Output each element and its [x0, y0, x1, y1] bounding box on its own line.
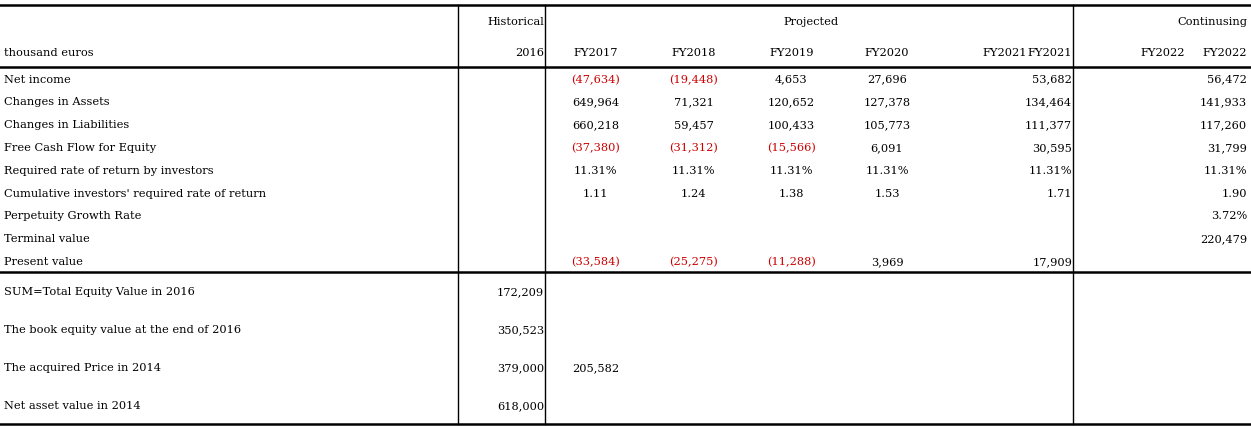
Text: 100,433: 100,433 — [768, 120, 814, 130]
Text: 111,377: 111,377 — [1025, 120, 1072, 130]
Text: 127,378: 127,378 — [863, 97, 911, 107]
Text: 11.31%: 11.31% — [1028, 165, 1072, 176]
Text: 141,933: 141,933 — [1200, 97, 1247, 107]
Text: Historical: Historical — [488, 17, 544, 27]
Text: 3.72%: 3.72% — [1211, 211, 1247, 221]
Text: 59,457: 59,457 — [674, 120, 713, 130]
Text: Required rate of return by investors: Required rate of return by investors — [4, 165, 214, 176]
Text: 11.31%: 11.31% — [866, 165, 908, 176]
Text: 3,969: 3,969 — [871, 256, 903, 266]
Text: 1.53: 1.53 — [874, 188, 899, 198]
Text: 56,472: 56,472 — [1207, 75, 1247, 84]
Text: 53,682: 53,682 — [1032, 75, 1072, 84]
Text: 71,321: 71,321 — [674, 97, 713, 107]
Text: 105,773: 105,773 — [863, 120, 911, 130]
Text: 1.38: 1.38 — [778, 188, 804, 198]
Text: (19,448): (19,448) — [669, 75, 718, 85]
Text: Present value: Present value — [4, 256, 83, 266]
Text: 11.31%: 11.31% — [672, 165, 716, 176]
Text: FY2017: FY2017 — [573, 48, 618, 58]
Text: FY2018: FY2018 — [672, 48, 716, 58]
Text: 31,799: 31,799 — [1207, 143, 1247, 153]
Text: 1.90: 1.90 — [1222, 188, 1247, 198]
Text: Terminal value: Terminal value — [4, 233, 90, 244]
Text: thousand euros: thousand euros — [4, 48, 94, 58]
Text: 2016: 2016 — [515, 48, 544, 58]
Text: Changes in Liabilities: Changes in Liabilities — [4, 120, 129, 130]
Text: 220,479: 220,479 — [1200, 233, 1247, 244]
Text: 4,653: 4,653 — [774, 75, 808, 84]
Text: The book equity value at the end of 2016: The book equity value at the end of 2016 — [4, 324, 241, 334]
Text: 30,595: 30,595 — [1032, 143, 1072, 153]
Text: 1.71: 1.71 — [1047, 188, 1072, 198]
Text: (11,288): (11,288) — [767, 256, 816, 266]
Text: (25,275): (25,275) — [669, 256, 718, 266]
Text: 618,000: 618,000 — [497, 400, 544, 410]
Text: (37,380): (37,380) — [570, 143, 620, 153]
Text: 17,909: 17,909 — [1032, 256, 1072, 266]
Text: FY2021: FY2021 — [1027, 48, 1072, 58]
Text: Cumulative investors' required rate of return: Cumulative investors' required rate of r… — [4, 188, 266, 198]
Text: Free Cash Flow for Equity: Free Cash Flow for Equity — [4, 143, 156, 153]
Text: FY2020: FY2020 — [864, 48, 909, 58]
Text: 172,209: 172,209 — [497, 287, 544, 296]
Text: Changes in Assets: Changes in Assets — [4, 97, 109, 107]
Text: 205,582: 205,582 — [572, 362, 619, 372]
Text: 117,260: 117,260 — [1200, 120, 1247, 130]
Text: FY2022: FY2022 — [1202, 48, 1247, 58]
Text: 379,000: 379,000 — [497, 362, 544, 372]
Text: 1.24: 1.24 — [681, 188, 707, 198]
Text: Net income: Net income — [4, 75, 70, 84]
Text: FY2019: FY2019 — [769, 48, 813, 58]
Text: Perpetuity Growth Rate: Perpetuity Growth Rate — [4, 211, 141, 221]
Text: 11.31%: 11.31% — [1203, 165, 1247, 176]
Text: 6,091: 6,091 — [871, 143, 903, 153]
Text: SUM=Total Equity Value in 2016: SUM=Total Equity Value in 2016 — [4, 287, 195, 296]
Text: Net asset value in 2014: Net asset value in 2014 — [4, 400, 140, 410]
Text: 1.11: 1.11 — [583, 188, 608, 198]
Text: 649,964: 649,964 — [572, 97, 619, 107]
Text: 11.31%: 11.31% — [574, 165, 617, 176]
Text: 350,523: 350,523 — [497, 324, 544, 334]
Text: The acquired Price in 2014: The acquired Price in 2014 — [4, 362, 160, 372]
Text: 27,696: 27,696 — [867, 75, 907, 84]
Text: 11.31%: 11.31% — [769, 165, 813, 176]
Text: 120,652: 120,652 — [768, 97, 814, 107]
Text: Projected: Projected — [783, 17, 839, 27]
Text: FY2021: FY2021 — [983, 48, 1027, 58]
Text: (47,634): (47,634) — [570, 75, 620, 85]
Text: 134,464: 134,464 — [1025, 97, 1072, 107]
Text: (33,584): (33,584) — [570, 256, 620, 266]
Text: (15,566): (15,566) — [767, 143, 816, 153]
Text: Continusing: Continusing — [1177, 17, 1247, 27]
Text: 660,218: 660,218 — [572, 120, 619, 130]
Text: FY2022: FY2022 — [1141, 48, 1185, 58]
Text: (31,312): (31,312) — [669, 143, 718, 153]
